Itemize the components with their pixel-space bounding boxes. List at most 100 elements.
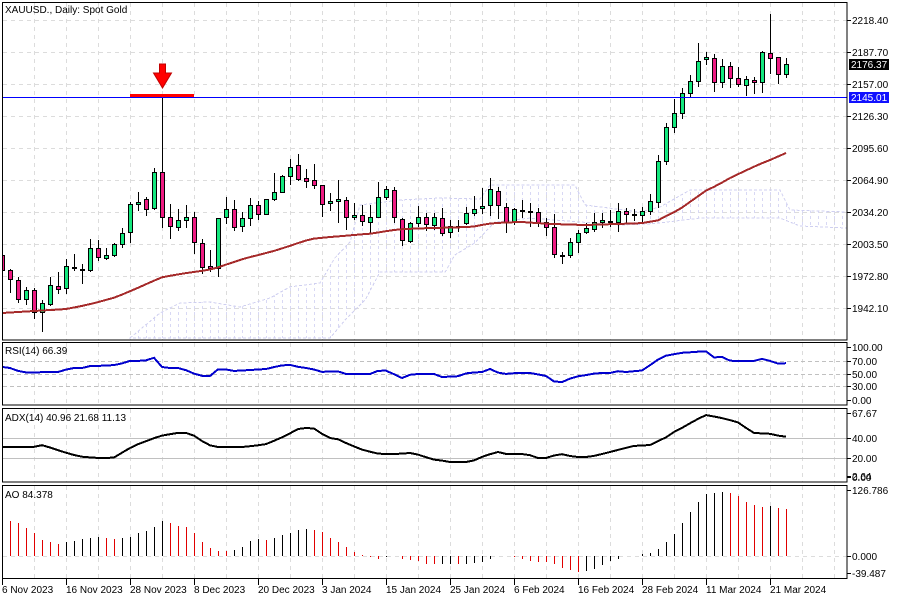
candle-bullish — [464, 207, 469, 225]
candle-body — [496, 191, 501, 206]
candle-body — [48, 285, 53, 305]
ao-pane-border — [2, 485, 848, 579]
price-axis[interactable]: 2218.40 2187.70 2157.00 2126.30 2095.60 2064.… — [847, 16, 889, 580]
candle-bearish — [496, 187, 501, 219]
candle-bullish — [568, 238, 573, 258]
candle-body — [24, 290, 29, 300]
candle-bearish — [312, 164, 317, 189]
candle-body — [672, 113, 677, 128]
time-label: 20 Dec 2023 — [258, 585, 315, 596]
candle-body — [488, 189, 493, 206]
candle-body — [328, 201, 333, 204]
current-price-badge: 2176.37 — [849, 59, 889, 71]
price-label: 1942.10 — [852, 304, 889, 315]
candle-body — [776, 57, 781, 75]
time-label: 15 Jan 2024 — [386, 585, 441, 596]
ao-plot — [3, 492, 847, 572]
adx-pane-border — [2, 408, 848, 483]
candle-bullish — [648, 194, 653, 215]
candle-bullish — [88, 239, 93, 272]
candles — [3, 14, 789, 332]
main-pane-background[interactable] — [2, 2, 847, 340]
candle-body — [536, 212, 541, 223]
level-price-badge: 2145.01 — [849, 92, 889, 104]
candle-body — [128, 204, 133, 233]
candle-body — [696, 61, 701, 82]
candle-bearish — [728, 62, 733, 88]
adx-pane-background[interactable] — [2, 408, 847, 482]
candle-body — [248, 205, 253, 219]
candle-body — [232, 209, 237, 228]
candle-bullish — [632, 209, 637, 221]
chart-objects[interactable] — [3, 63, 847, 98]
axis-label: 70.00 — [852, 357, 877, 368]
candle-body — [3, 255, 5, 271]
candle-bearish — [80, 264, 85, 284]
candle-bearish — [16, 277, 21, 303]
candle-body — [280, 176, 285, 193]
time-label: 11 Mar 2024 — [706, 585, 762, 596]
candle-bullish — [272, 173, 277, 201]
candle-body — [256, 205, 261, 215]
axis-label: 100.00 — [852, 343, 883, 354]
time-label: 6 Feb 2024 — [514, 585, 565, 596]
candle-body — [144, 199, 149, 210]
ao-title: AO 84.378 — [5, 490, 53, 501]
candle-bearish — [192, 212, 197, 254]
candle-body — [720, 66, 725, 83]
moving-average — [3, 152, 787, 314]
candle-body — [728, 66, 733, 79]
ao-pane[interactable]: AO 84.378 — [2, 485, 848, 579]
candle-body — [424, 217, 429, 225]
main-pane[interactable]: XAUUSD., Daily: Spot Gold — [1, 2, 848, 341]
candle-bullish — [784, 58, 789, 78]
candle-body — [32, 290, 37, 313]
adx-pane[interactable]: ADX(14) 40.96 21.68 11.13 — [2, 408, 848, 483]
candle-bearish — [440, 208, 445, 236]
time-axis[interactable]: 6 Nov 2023 16 Nov 2023 28 Nov 2023 8 Dec 20… — [2, 579, 827, 596]
candle-bullish — [520, 200, 525, 218]
axis-label: 67.67 — [852, 409, 877, 420]
candle-bullish — [72, 254, 77, 271]
candle-body — [104, 255, 109, 259]
axis-label: 0.000 — [852, 552, 877, 563]
candle-body — [64, 266, 69, 289]
candle-body — [304, 178, 309, 182]
candle-body — [16, 280, 21, 300]
candle-body — [480, 206, 485, 209]
candle-body — [336, 199, 341, 202]
rsi-pane[interactable]: RSI(14) 66.39 — [2, 342, 848, 406]
candle-body — [264, 199, 269, 215]
candle-body — [344, 200, 349, 218]
candle-bullish — [640, 207, 645, 224]
candle-bullish — [336, 180, 341, 223]
rsi-line — [3, 350, 787, 384]
candle-body — [376, 197, 381, 218]
candle-bullish — [680, 88, 685, 119]
candle-bullish — [328, 193, 333, 211]
candle-bearish — [344, 197, 349, 230]
axis-label: 30.00 — [852, 382, 877, 393]
adx-plot — [3, 414, 847, 463]
candle-body — [576, 233, 581, 243]
price-label: 2064.90 — [852, 176, 889, 187]
candle-bullish — [368, 205, 373, 234]
price-label: 2218.40 — [852, 16, 889, 27]
candle-body — [192, 217, 197, 243]
sell-arrow-icon[interactable] — [152, 63, 173, 89]
candle-bullish — [672, 99, 677, 133]
ao-pane-background[interactable] — [2, 485, 847, 578]
candle-bearish — [320, 185, 325, 217]
candle-body — [296, 165, 301, 180]
candle-body — [56, 286, 61, 290]
candle-body — [544, 222, 549, 228]
candle-bullish — [288, 159, 293, 185]
axis-label: 50.00 — [852, 370, 877, 381]
candle-body — [568, 242, 573, 256]
candle-body — [200, 243, 205, 268]
axis-label: 2.64 — [852, 472, 872, 483]
candle-body — [784, 64, 789, 75]
main-grid — [3, 3, 847, 340]
candle-bullish — [64, 259, 69, 294]
